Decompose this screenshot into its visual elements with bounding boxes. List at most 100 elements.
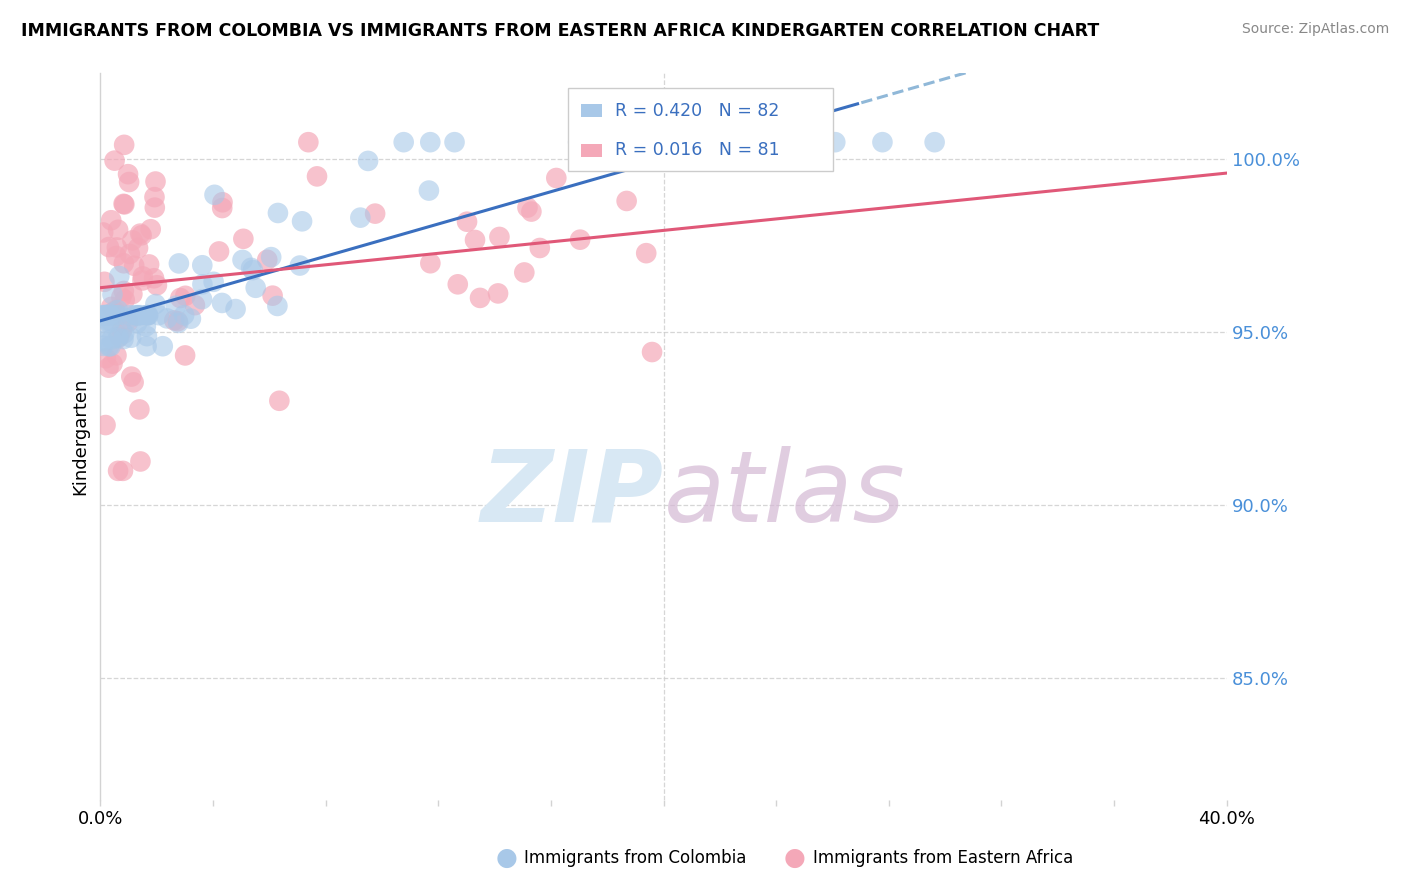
Point <box>108 330 131 344</box>
Point <box>636 246 658 260</box>
Point <box>305 169 328 184</box>
Point <box>96 308 118 322</box>
Point <box>128 402 150 417</box>
Point <box>191 292 214 306</box>
Point <box>349 211 371 225</box>
Point <box>232 252 254 267</box>
Point <box>631 135 654 149</box>
Point <box>121 233 143 247</box>
Point <box>143 190 166 204</box>
Point <box>110 290 132 304</box>
Point <box>262 288 284 302</box>
Point <box>118 175 141 189</box>
Point <box>100 332 122 346</box>
Point <box>202 275 225 289</box>
Point <box>132 269 155 284</box>
Point <box>232 232 254 246</box>
Point <box>100 308 122 322</box>
Point <box>211 296 233 310</box>
FancyBboxPatch shape <box>581 104 602 118</box>
Point <box>91 226 114 240</box>
Point <box>118 247 141 261</box>
Point <box>112 332 135 346</box>
Point <box>107 329 129 343</box>
Point <box>138 257 160 271</box>
Point <box>125 317 148 331</box>
Point <box>131 273 153 287</box>
Point <box>156 311 179 326</box>
Point <box>266 299 288 313</box>
Point <box>447 277 470 292</box>
Point <box>751 135 773 149</box>
Point <box>97 339 120 353</box>
Point <box>392 135 415 149</box>
Point <box>112 197 135 211</box>
Point <box>93 319 115 334</box>
FancyBboxPatch shape <box>581 144 602 157</box>
Point <box>641 345 664 359</box>
Point <box>145 297 167 311</box>
Point <box>129 308 152 322</box>
Point <box>93 275 115 289</box>
Point <box>105 240 128 254</box>
Point <box>872 135 894 149</box>
Point <box>135 339 157 353</box>
Point <box>486 286 509 301</box>
Point <box>180 311 202 326</box>
Point <box>567 135 589 149</box>
Text: ●: ● <box>495 847 517 870</box>
Point <box>225 301 247 316</box>
Point <box>136 329 159 343</box>
Point <box>924 135 946 149</box>
Text: Source: ZipAtlas.com: Source: ZipAtlas.com <box>1241 22 1389 37</box>
Point <box>97 316 120 330</box>
Text: R = 0.016   N = 81: R = 0.016 N = 81 <box>614 141 780 159</box>
Point <box>112 137 135 152</box>
Point <box>104 303 127 318</box>
Point <box>152 339 174 353</box>
Point <box>167 256 190 270</box>
Point <box>751 135 773 149</box>
Point <box>111 464 134 478</box>
Point <box>120 369 142 384</box>
Point <box>94 351 117 366</box>
Point <box>105 348 128 362</box>
Point <box>824 135 846 149</box>
Point <box>418 184 440 198</box>
Point <box>114 293 136 307</box>
Point <box>112 256 135 270</box>
Point <box>104 308 127 322</box>
Point <box>103 153 125 168</box>
Point <box>297 135 319 149</box>
Y-axis label: Kindergarten: Kindergarten <box>72 377 89 495</box>
Point <box>516 201 538 215</box>
Point <box>124 308 146 322</box>
Point <box>173 308 195 322</box>
Point <box>127 308 149 322</box>
Point <box>117 315 139 329</box>
Point <box>211 195 233 210</box>
Point <box>569 233 592 247</box>
Text: IMMIGRANTS FROM COLOMBIA VS IMMIGRANTS FROM EASTERN AFRICA KINDERGARTEN CORRELAT: IMMIGRANTS FROM COLOMBIA VS IMMIGRANTS F… <box>21 22 1099 40</box>
Point <box>775 135 797 149</box>
Point <box>143 271 166 285</box>
Point <box>364 206 387 220</box>
Point <box>717 135 740 149</box>
Text: ZIP: ZIP <box>481 446 664 543</box>
FancyBboxPatch shape <box>568 87 832 171</box>
Point <box>240 260 263 275</box>
Point <box>796 135 818 149</box>
Point <box>129 227 152 241</box>
Point <box>256 252 278 267</box>
Point <box>118 311 141 326</box>
Point <box>122 259 145 273</box>
Point <box>97 360 120 375</box>
Point <box>148 308 170 322</box>
Point <box>112 197 135 211</box>
Point <box>107 223 129 237</box>
Point <box>135 308 157 322</box>
Point <box>468 291 491 305</box>
Point <box>122 376 145 390</box>
Point <box>143 201 166 215</box>
Text: atlas: atlas <box>664 446 905 543</box>
